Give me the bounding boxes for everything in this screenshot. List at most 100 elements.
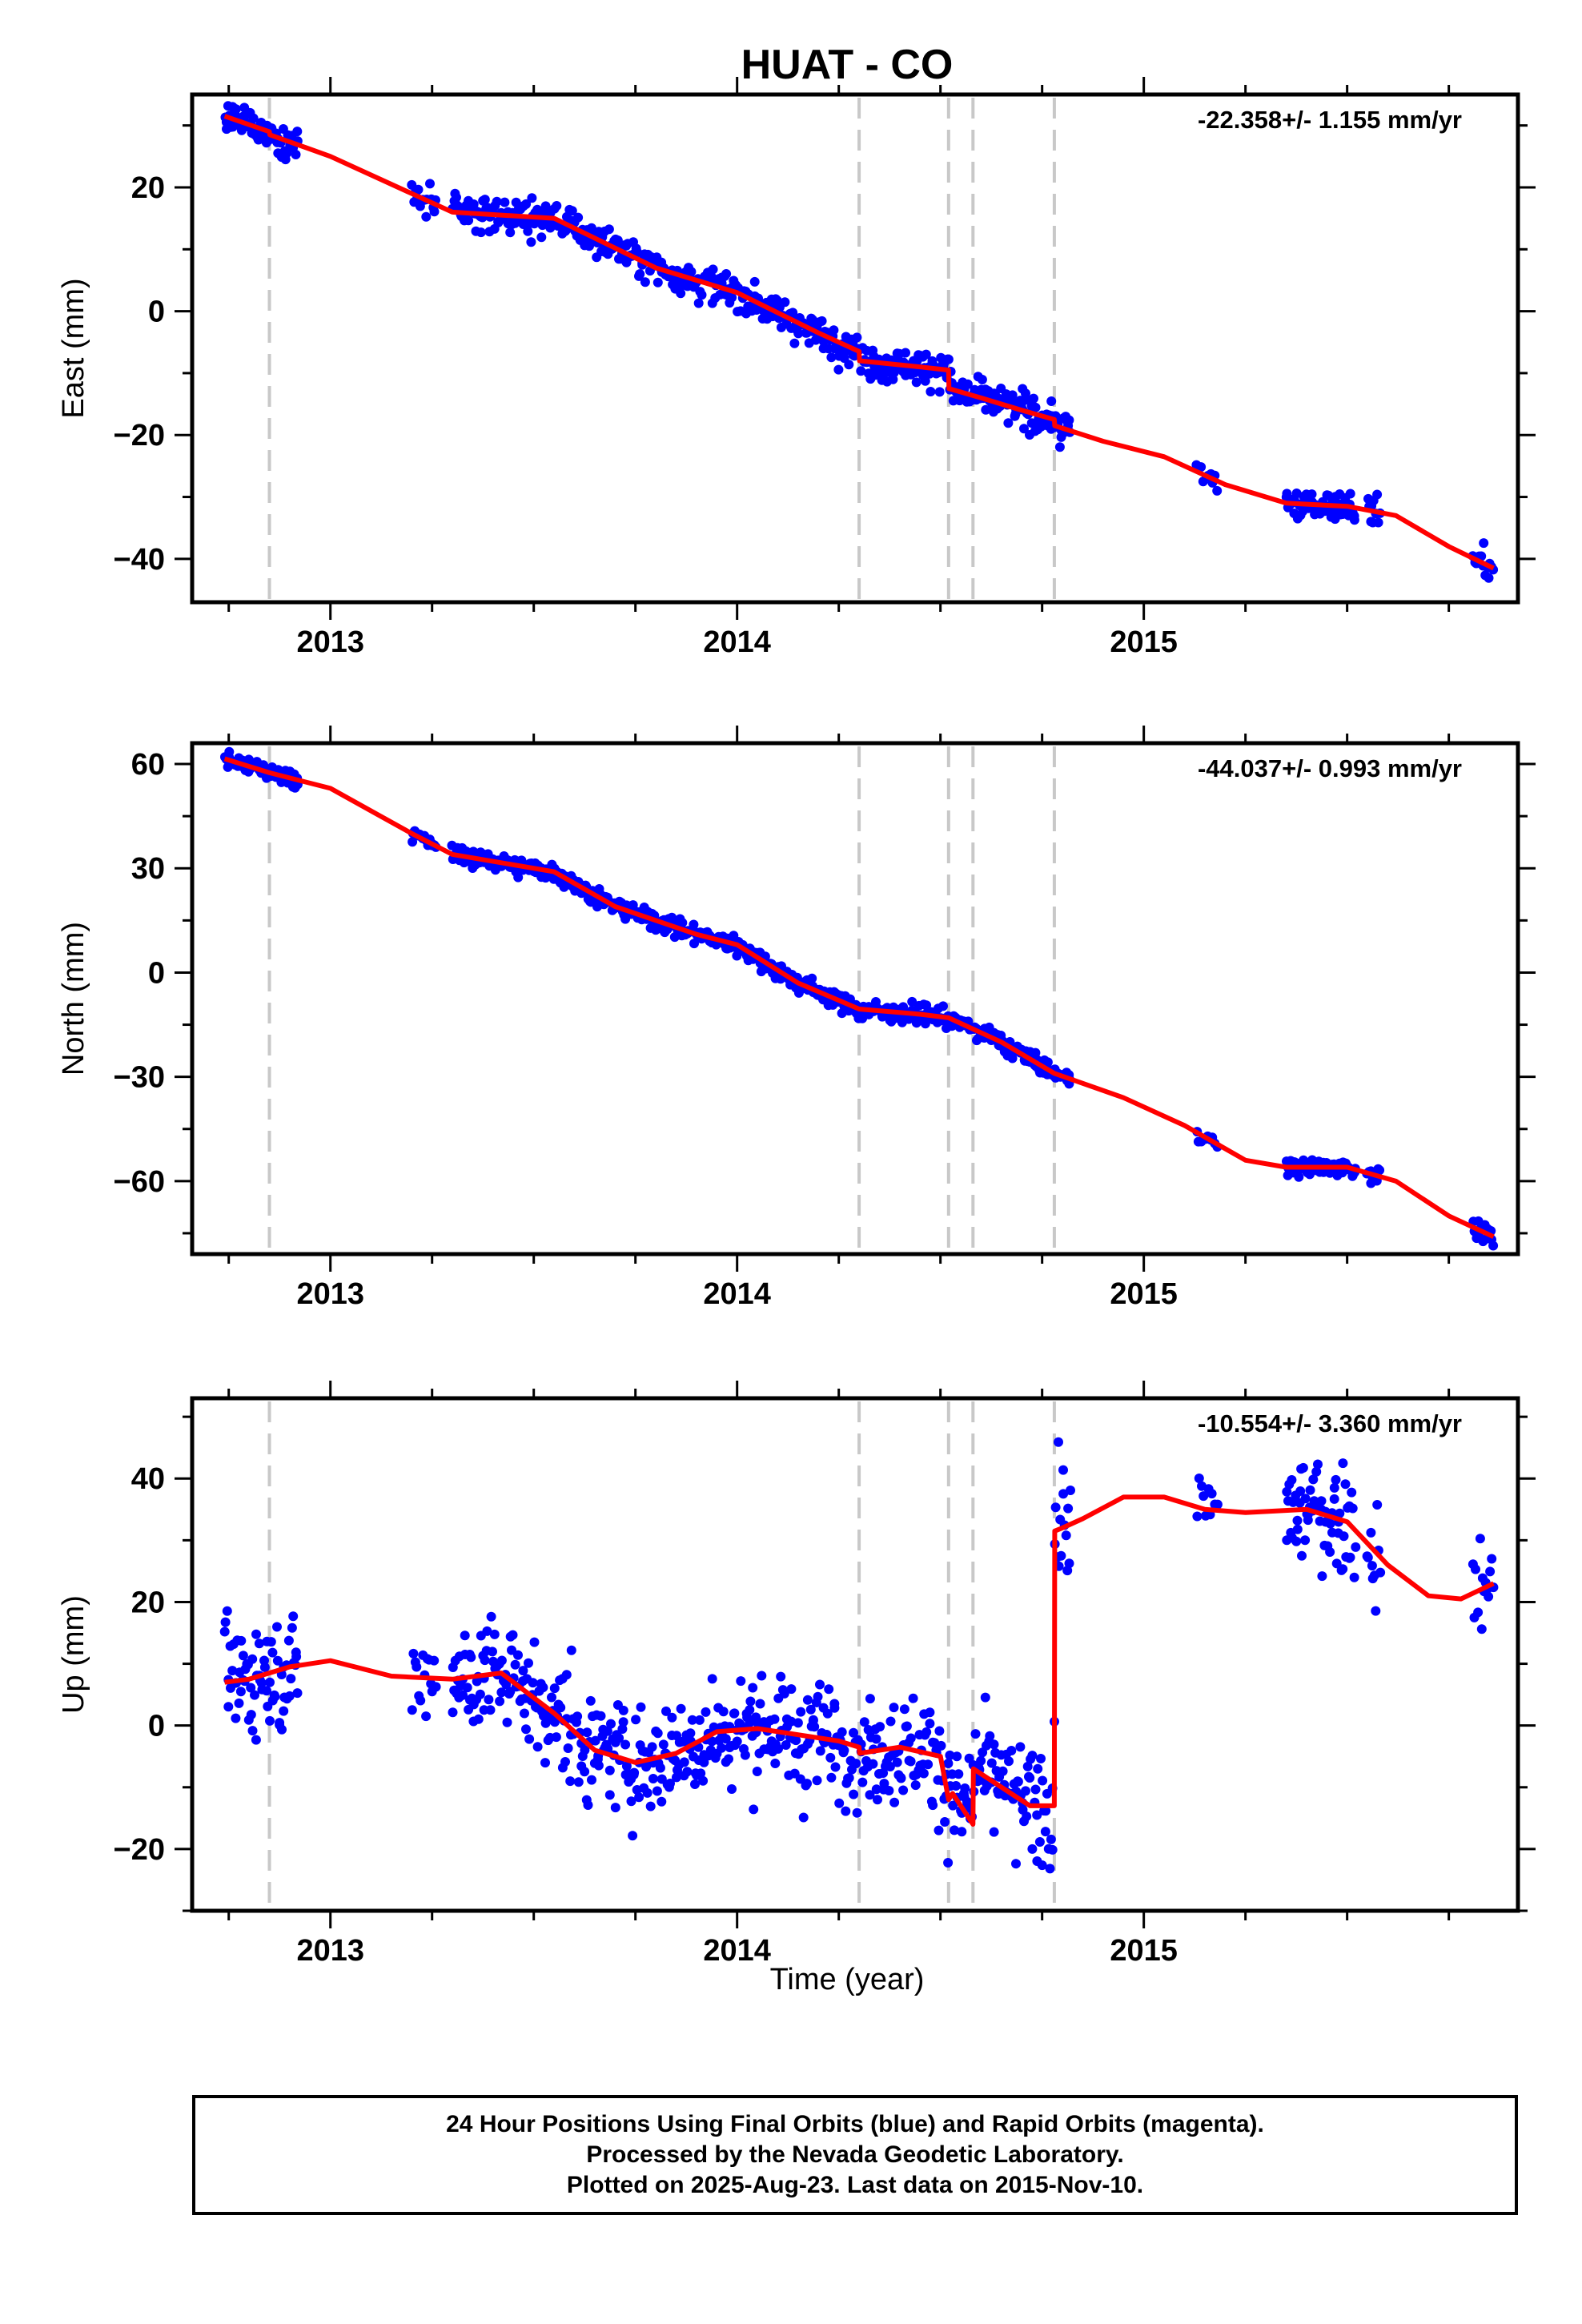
data-point <box>587 1775 596 1785</box>
data-point <box>1061 1530 1071 1541</box>
data-point <box>844 360 854 370</box>
data-point <box>540 201 551 211</box>
data-point <box>566 1645 576 1655</box>
data-point <box>825 1752 836 1763</box>
data-point <box>989 1827 999 1837</box>
data-point <box>1471 1564 1480 1574</box>
data-point <box>977 375 987 384</box>
data-point <box>532 1742 543 1752</box>
data-point <box>1194 1474 1204 1483</box>
data-point <box>701 1707 711 1717</box>
data-point <box>901 1721 912 1731</box>
data-point <box>282 148 292 159</box>
data-point <box>602 1726 612 1736</box>
y-axis-label: Up (mm) <box>57 1595 90 1714</box>
data-point <box>262 1686 271 1696</box>
data-point <box>590 1735 600 1746</box>
data-point <box>1487 1554 1497 1564</box>
data-point <box>826 352 837 363</box>
data-point <box>528 1678 538 1688</box>
data-point <box>871 1734 881 1744</box>
x-tick-label: 2015 <box>1110 1277 1178 1311</box>
data-point <box>901 348 910 358</box>
data-point <box>556 1703 566 1713</box>
data-point <box>943 354 954 364</box>
data-point <box>667 1712 677 1723</box>
data-point <box>863 1725 873 1735</box>
data-point <box>1335 1508 1345 1518</box>
data-point <box>425 179 435 189</box>
data-point <box>648 1774 658 1783</box>
data-point <box>1372 489 1383 500</box>
y-tick-label: 0 <box>148 1710 165 1743</box>
data-point <box>773 1743 783 1754</box>
data-point <box>286 1674 296 1684</box>
data-point <box>1375 1567 1386 1578</box>
data-point <box>604 224 614 235</box>
data-point <box>634 1792 644 1803</box>
data-point <box>1373 517 1383 528</box>
data-point <box>721 269 732 279</box>
data-point <box>1007 1053 1018 1063</box>
data-point <box>938 1001 948 1011</box>
data-point <box>786 1684 797 1695</box>
data-point <box>572 1711 583 1722</box>
data-point <box>582 1727 592 1738</box>
data-point <box>1040 1827 1050 1837</box>
data-point <box>980 1692 990 1703</box>
plot-frame <box>190 1396 1520 1913</box>
data-point <box>1032 1810 1042 1820</box>
data-point <box>1338 1564 1348 1574</box>
data-point <box>283 1635 294 1646</box>
panel-east: 2013 2014 2015 −40 −20 0 20 East (mm) -22.358+/-… <box>57 77 1536 659</box>
data-point <box>798 1812 809 1823</box>
data-point <box>1345 489 1355 499</box>
data-point <box>473 1714 484 1724</box>
rate-label: -44.037+/- 0.993 mm/yr <box>1198 754 1462 782</box>
data-point <box>1058 1489 1069 1499</box>
data-point <box>1372 1500 1383 1510</box>
data-point <box>1046 1834 1056 1844</box>
data-point <box>265 1715 275 1726</box>
data-point <box>1036 1754 1046 1763</box>
data-point <box>1038 1775 1048 1786</box>
data-point <box>561 1670 572 1680</box>
data-point <box>905 1733 916 1743</box>
data-point <box>805 1704 816 1715</box>
model-fit-line <box>223 114 1495 571</box>
data-point <box>943 1858 954 1868</box>
data-point <box>940 1817 950 1827</box>
data-point <box>500 197 510 207</box>
data-point <box>1317 1571 1327 1582</box>
data-point <box>538 1683 548 1693</box>
data-point <box>573 1777 584 1787</box>
data-point <box>549 1683 560 1694</box>
data-point <box>925 1707 935 1718</box>
data-point <box>1037 1860 1047 1871</box>
data-point <box>852 1807 862 1818</box>
data-point <box>809 1722 820 1732</box>
data-point <box>501 1679 512 1690</box>
y-tick-label: −20 <box>114 1833 165 1867</box>
data-point <box>510 1659 520 1670</box>
data-point <box>462 1683 472 1693</box>
data-point <box>696 1768 706 1779</box>
data-point <box>521 199 532 209</box>
data-point <box>1325 1518 1335 1529</box>
data-point <box>898 1785 909 1795</box>
footer-line-3: Plotted on 2025-Aug-23. Last data on 201… <box>566 2172 1144 2198</box>
data-point <box>1313 1459 1323 1470</box>
model-fit-line <box>223 756 1495 1240</box>
data-point <box>875 1722 885 1732</box>
data-point <box>552 201 562 211</box>
data-point <box>238 1651 248 1661</box>
data-point <box>1347 1503 1358 1514</box>
data-point <box>1297 1550 1307 1561</box>
data-point <box>1004 1756 1014 1767</box>
y-tick-label: 20 <box>131 171 165 205</box>
data-point <box>222 1606 232 1616</box>
data-point <box>291 1651 302 1662</box>
data-point <box>565 1776 576 1787</box>
data-point <box>464 215 474 226</box>
data-point <box>998 1766 1008 1776</box>
